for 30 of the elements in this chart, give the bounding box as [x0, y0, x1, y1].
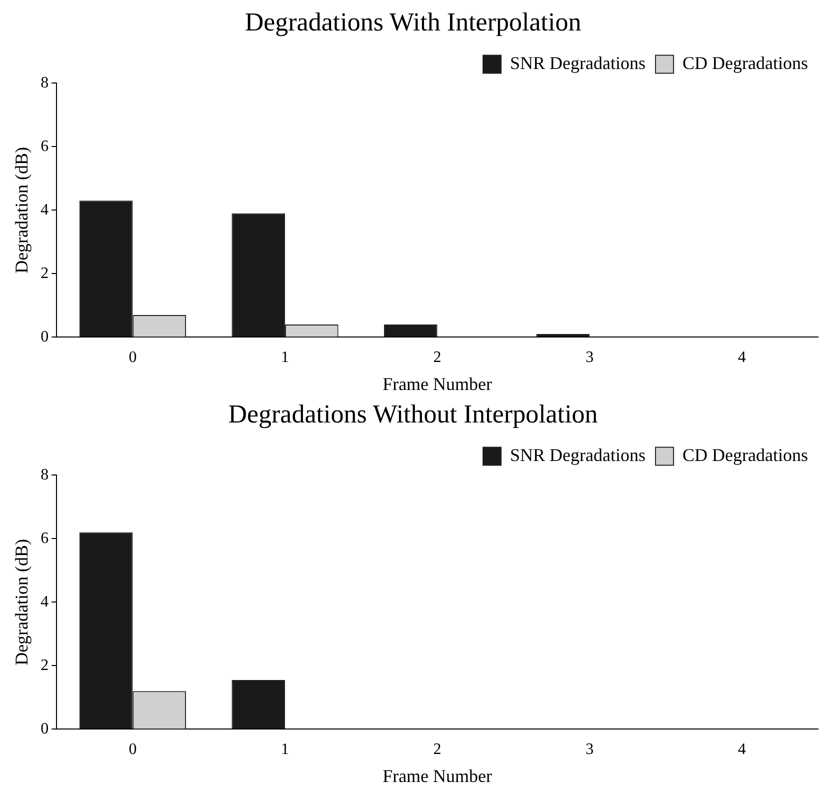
legend-label: CD Degradations	[682, 444, 808, 465]
x-axis-title: Frame Number	[382, 374, 492, 394]
x-tick-label: 2	[433, 741, 442, 758]
y-tick-label: 8	[40, 466, 49, 484]
y-tick-label: 6	[40, 530, 49, 547]
x-tick-label: 4	[738, 741, 746, 758]
y-axis-title: Degradation (dB)	[12, 146, 32, 274]
y-tick-label: 2	[40, 264, 49, 282]
x-tick-label: 1	[281, 349, 290, 366]
y-axis-title: Degradation (dB)	[12, 538, 32, 666]
chart-title: Degradations With Interpolation	[244, 7, 582, 36]
x-tick-label: 0	[128, 349, 137, 366]
legend-label: SNR Degradations	[510, 52, 646, 73]
y-tick-label: 0	[40, 720, 49, 738]
y-tick-label: 8	[40, 74, 49, 92]
x-tick-label: 3	[586, 349, 594, 366]
legend-label: CD Degradations	[682, 52, 808, 73]
y-tick-label: 0	[40, 328, 49, 346]
legend-label: SNR Degradations	[510, 444, 646, 465]
x-tick-label: 0	[128, 741, 137, 758]
y-tick-label: 2	[40, 656, 49, 674]
y-tick-label: 4	[40, 593, 49, 610]
x-tick-label: 2	[433, 349, 442, 366]
x-axis-title: Frame Number	[382, 766, 492, 786]
x-tick-label: 1	[281, 741, 290, 758]
x-tick-label: 4	[738, 349, 746, 366]
y-tick-label: 6	[40, 138, 49, 155]
y-tick-label: 4	[40, 201, 49, 218]
chart-title: Degradations Without Interpolation	[228, 399, 598, 428]
x-tick-label: 3	[586, 741, 594, 758]
